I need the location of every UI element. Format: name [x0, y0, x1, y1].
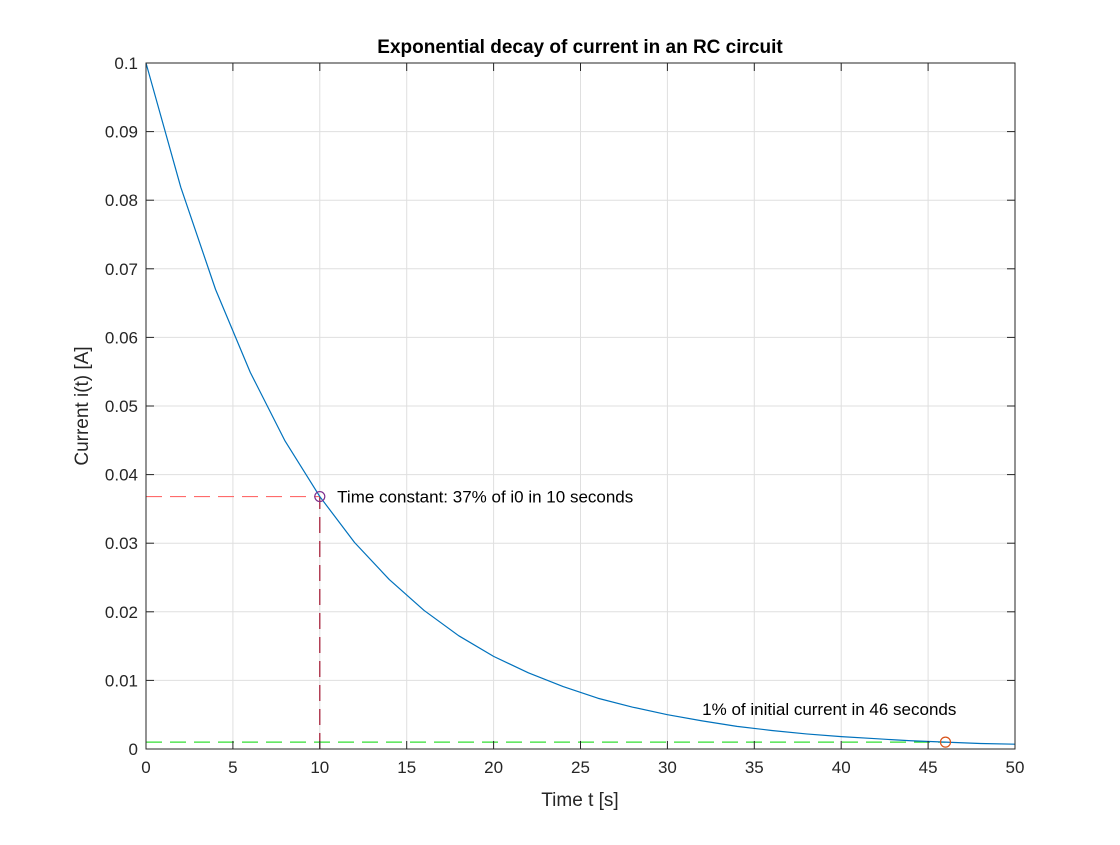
y-tick-label: 0.01: [105, 671, 138, 690]
x-tick-label: 10: [310, 758, 329, 777]
x-tick-label: 25: [571, 758, 590, 777]
x-tick-label: 35: [745, 758, 764, 777]
y-tick-label: 0.05: [105, 397, 138, 416]
y-tick-label: 0.02: [105, 603, 138, 622]
y-tick-label: 0.07: [105, 260, 138, 279]
x-tick-label: 50: [1006, 758, 1025, 777]
x-tick-label: 40: [832, 758, 851, 777]
y-tick-label: 0: [129, 740, 138, 759]
y-tick-label: 0.09: [105, 123, 138, 142]
y-tick-label: 0.08: [105, 191, 138, 210]
x-tick-label: 5: [228, 758, 237, 777]
annotations: Time constant: 37% of i0 in 10 seconds 1%…: [337, 488, 956, 720]
marker-layer: [314, 490, 952, 748]
chart-title: Exponential decay of current in an RC ci…: [377, 37, 783, 58]
series-line: [145, 62, 1016, 745]
annotation-label: Time constant: 37% of i0 in 10 seconds: [337, 488, 633, 507]
x-axis-label: Time t [s]: [541, 790, 618, 811]
data-marker: [939, 736, 952, 748]
data-marker: [314, 490, 326, 503]
x-tick-label: 45: [919, 758, 938, 777]
y-tick-label: 0.06: [105, 328, 138, 347]
y-tick-label: 0.04: [105, 466, 138, 485]
y-tick-labels: 0 0.01 0.02 0.03 0.04 0.05 0.06 0.07 0.08 0.09 0.1: [105, 54, 138, 759]
x-tick-label: 30: [658, 758, 677, 777]
y-axis-label: Current i(t) [A]: [72, 346, 93, 465]
x-tick-label: 15: [397, 758, 416, 777]
series-layer: [145, 62, 1016, 745]
x-tick-labels: 0 5 10 15 20 25 30 35 40 45 50: [141, 758, 1024, 777]
x-tick-label: 0: [141, 758, 150, 777]
x-tick-label: 20: [484, 758, 503, 777]
annotation-label: 1% of initial current in 46 seconds: [702, 700, 956, 719]
reference-lines: [146, 495, 946, 749]
y-tick-label: 0.1: [114, 54, 138, 73]
y-tick-label: 0.03: [105, 534, 138, 553]
tick-marks: [145, 62, 1016, 750]
